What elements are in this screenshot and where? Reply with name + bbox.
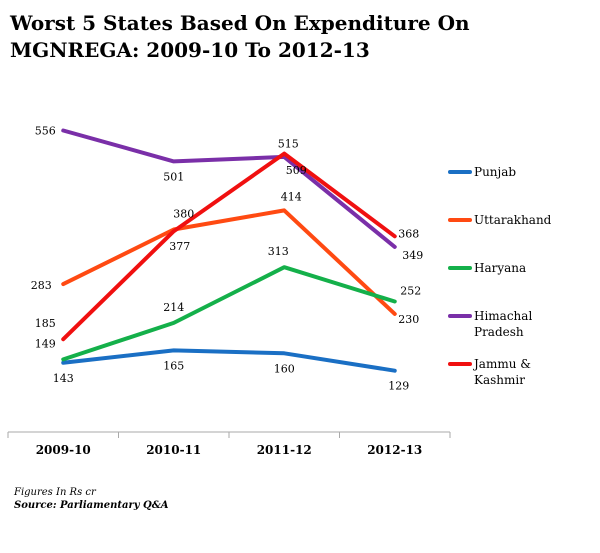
- series-line-himachal-pradesh: [61, 128, 397, 249]
- x-tick-label: 2012-13: [367, 443, 422, 457]
- series-line-punjab: [61, 348, 397, 373]
- data-label-uttarakhand: 414: [281, 190, 302, 203]
- units-note: Figures In Rs cr: [14, 487, 96, 498]
- legend-label-punjab: Punjab: [474, 165, 516, 179]
- data-label-punjab: 143: [53, 372, 74, 385]
- x-tick-label: 2009-10: [36, 443, 91, 457]
- data-label-haryana: 252: [400, 285, 421, 298]
- data-label-uttarakhand: 283: [31, 279, 52, 292]
- series-lines: [61, 128, 397, 373]
- legend-label-haryana: Haryana: [474, 261, 526, 275]
- data-labels: 143 165 160 129 283 380 414 230 149 214 313 252 556 5…: [31, 125, 424, 393]
- data-label-uttarakhand: 230: [398, 313, 419, 326]
- data-label-haryana: 313: [268, 245, 289, 258]
- data-label-punjab: 160: [274, 362, 295, 375]
- x-tick-label: 2011-12: [257, 443, 312, 457]
- data-label-jammu-kashmir: 515: [278, 138, 299, 151]
- legend: Punjab Uttarakhand Haryana Himachal Pradesh J…: [448, 165, 552, 387]
- legend-label-himachal-pradesh: Himachal Pradesh: [474, 309, 532, 339]
- data-label-punjab: 165: [163, 359, 184, 372]
- series-line-jammu-kashmir: [61, 151, 397, 342]
- data-label-himachal-pradesh: 556: [35, 125, 56, 138]
- data-label-jammu-kashmir: 368: [398, 227, 419, 240]
- data-label-himachal-pradesh: 501: [163, 170, 184, 183]
- data-label-himachal-pradesh: 349: [402, 249, 423, 262]
- x-tick-label: 2010-11: [146, 443, 201, 457]
- data-label-uttarakhand: 380: [173, 208, 194, 221]
- data-label-haryana: 149: [35, 337, 56, 350]
- chart-title: Worst 5 States Based On Expenditure On M…: [10, 11, 470, 62]
- source-note: Source: Parliamentary Q&A: [14, 500, 169, 511]
- series-line-haryana: [61, 265, 397, 362]
- legend-label-uttarakhand: Uttarakhand: [474, 213, 552, 227]
- x-axis: 2009-10 2010-11 2011-12 2012-13: [7, 431, 451, 457]
- data-label-jammu-kashmir: 185: [35, 317, 56, 330]
- data-label-jammu-kashmir: 377: [169, 240, 190, 253]
- data-label-haryana: 214: [163, 301, 184, 314]
- data-label-himachal-pradesh: 509: [286, 164, 307, 177]
- series-line-uttarakhand: [61, 208, 397, 316]
- data-label-punjab: 129: [388, 380, 409, 393]
- legend-label-jammu-kashmir: Jammu & Kashmir: [472, 357, 531, 387]
